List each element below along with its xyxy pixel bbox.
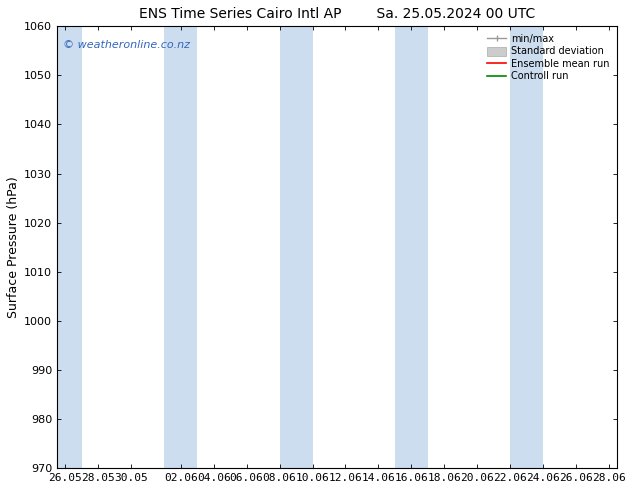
Bar: [164, 26, 197, 468]
Bar: [510, 26, 543, 468]
Bar: [49, 26, 82, 468]
Y-axis label: Surface Pressure (hPa): Surface Pressure (hPa): [7, 176, 20, 318]
Bar: [395, 26, 428, 468]
Text: © weatheronline.co.nz: © weatheronline.co.nz: [63, 40, 190, 49]
Bar: [280, 26, 313, 468]
Legend: min/max, Standard deviation, Ensemble mean run, Controll run: min/max, Standard deviation, Ensemble me…: [484, 31, 612, 84]
Title: ENS Time Series Cairo Intl AP        Sa. 25.05.2024 00 UTC: ENS Time Series Cairo Intl AP Sa. 25.05.…: [139, 7, 535, 21]
